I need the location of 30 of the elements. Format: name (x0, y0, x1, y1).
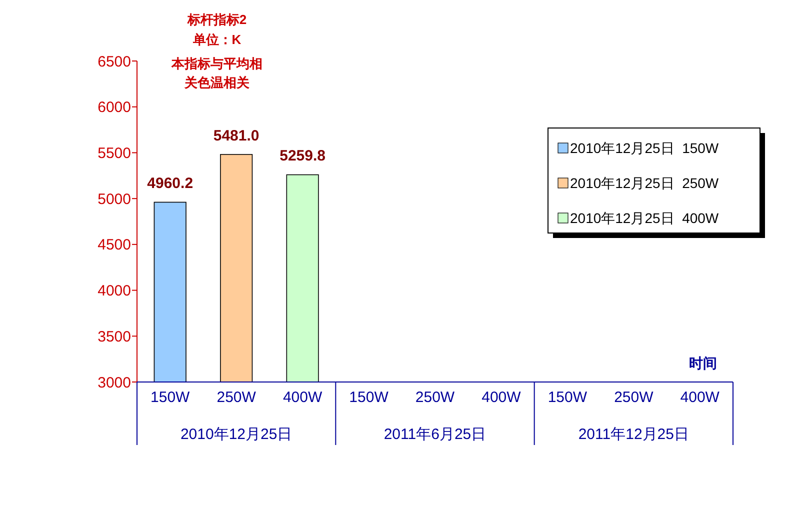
x-tick-label: 400W (282, 389, 323, 406)
x-tick-label: 150W (349, 389, 390, 406)
x-tick-label: 400W (482, 389, 522, 406)
x-tick-label: 250W (415, 389, 456, 406)
annotation: 本指标与平均相关色温相关 (170, 56, 262, 90)
text: 2011年6月25日 (384, 426, 486, 443)
x-tick-label: 150W (150, 389, 191, 406)
legend-label: 2010年12月25日 400W (570, 210, 720, 226)
x-tick-label: 400W (680, 389, 720, 406)
data-label: 5481.0 (213, 127, 260, 144)
y-tick-label: 5000 (98, 190, 131, 208)
legend-label: 2010年12月25日 250W (570, 174, 720, 191)
y-tick-label: 6000 (98, 99, 131, 116)
x-tick-label: 150W (548, 389, 588, 406)
chart-title: 标杆指标2 (186, 12, 247, 27)
x-axis-title: 时间 (689, 355, 717, 371)
y-tick-label: 5500 (98, 144, 131, 162)
x-tick-label: 250W (614, 389, 654, 406)
legend-label: 2010年12月25日 150W (570, 140, 720, 156)
y-tick-label: 3500 (98, 328, 131, 346)
chart-subtitle: 单位：K (192, 32, 242, 47)
text: 2010年12月25日 (180, 426, 292, 443)
text: 2011年12月25日 (578, 426, 689, 443)
y-tick-label: 3000 (98, 374, 131, 392)
x-tick-label: 250W (216, 389, 257, 406)
data-label: 5259.8 (280, 148, 326, 165)
y-tick-label: 4000 (98, 282, 131, 300)
y-tick-label: 4500 (98, 236, 131, 254)
data-label: 4960.2 (147, 175, 194, 192)
y-tick-label: 6500 (98, 53, 131, 70)
